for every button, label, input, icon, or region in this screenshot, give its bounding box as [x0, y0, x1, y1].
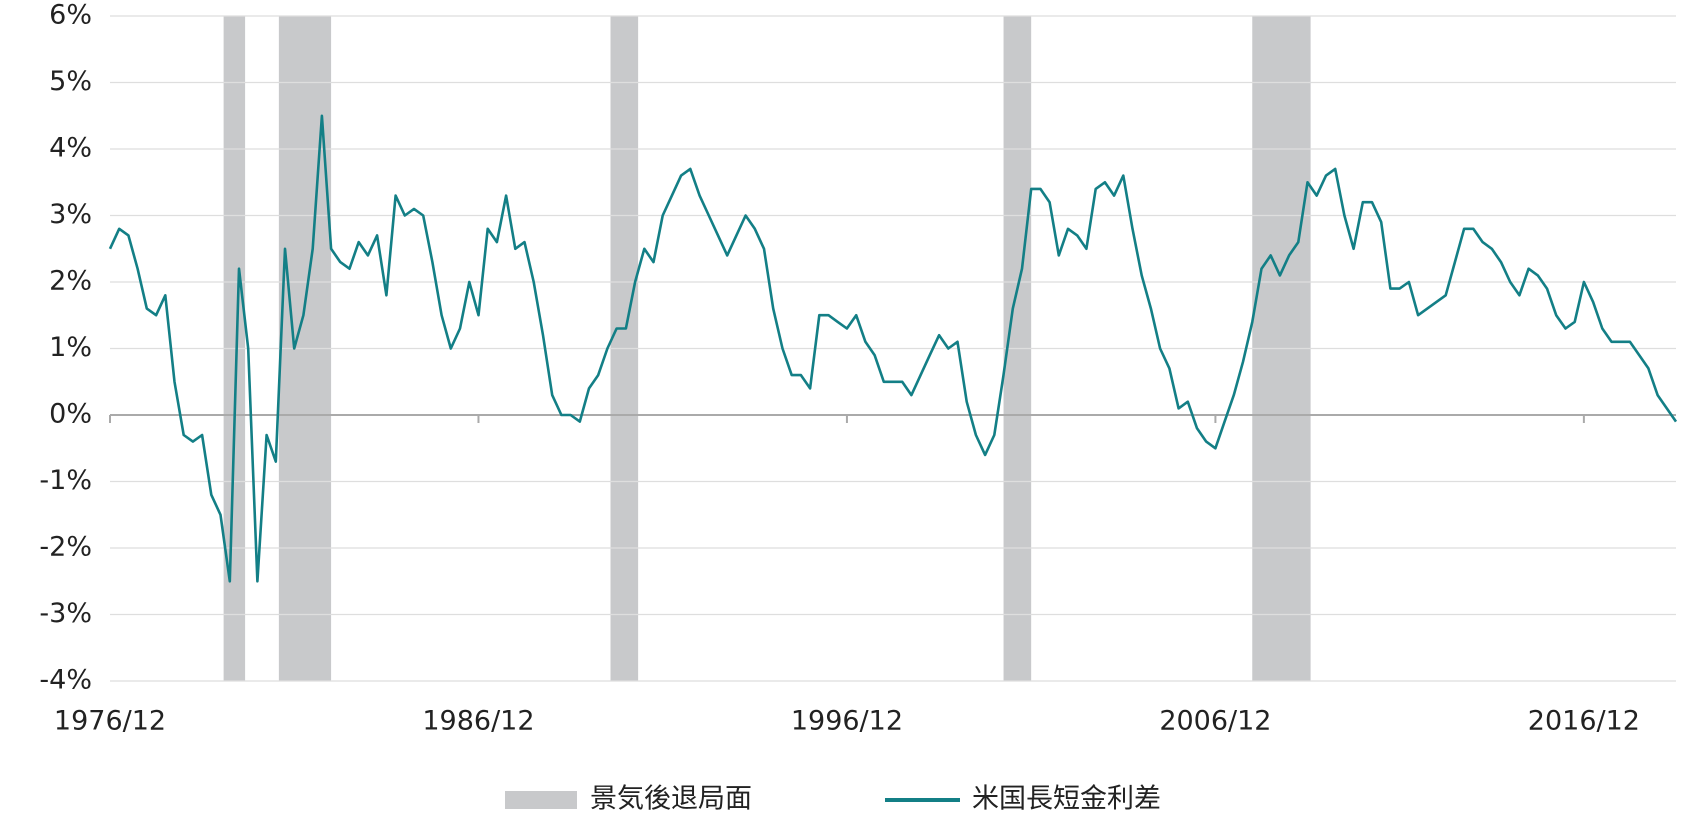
- legend-label: 景気後退局面: [590, 784, 752, 815]
- x-tick-label: 1986/12: [422, 706, 534, 737]
- y-tick-label: 4%: [49, 133, 92, 164]
- x-tick-label: 1976/12: [54, 706, 166, 737]
- x-tick-label: 2016/12: [1528, 706, 1640, 737]
- legend-label: 米国長短金利差: [972, 784, 1161, 815]
- y-tick-label: 6%: [49, 0, 92, 31]
- y-tick-label: -3%: [39, 598, 92, 629]
- x-tick-label: 2006/12: [1159, 706, 1271, 737]
- y-tick-label: 0%: [49, 399, 92, 430]
- legend-swatch: [505, 791, 577, 809]
- y-tick-label: 3%: [49, 199, 92, 230]
- x-tick-label: 1996/12: [791, 706, 903, 737]
- y-tick-label: 2%: [49, 266, 92, 297]
- y-tick-label: 5%: [49, 66, 92, 97]
- y-tick-label: 1%: [49, 332, 92, 363]
- y-tick-label: -1%: [39, 465, 92, 496]
- y-tick-label: -4%: [39, 665, 92, 696]
- y-tick-label: -2%: [39, 532, 92, 563]
- data-line: [108, 114, 1678, 583]
